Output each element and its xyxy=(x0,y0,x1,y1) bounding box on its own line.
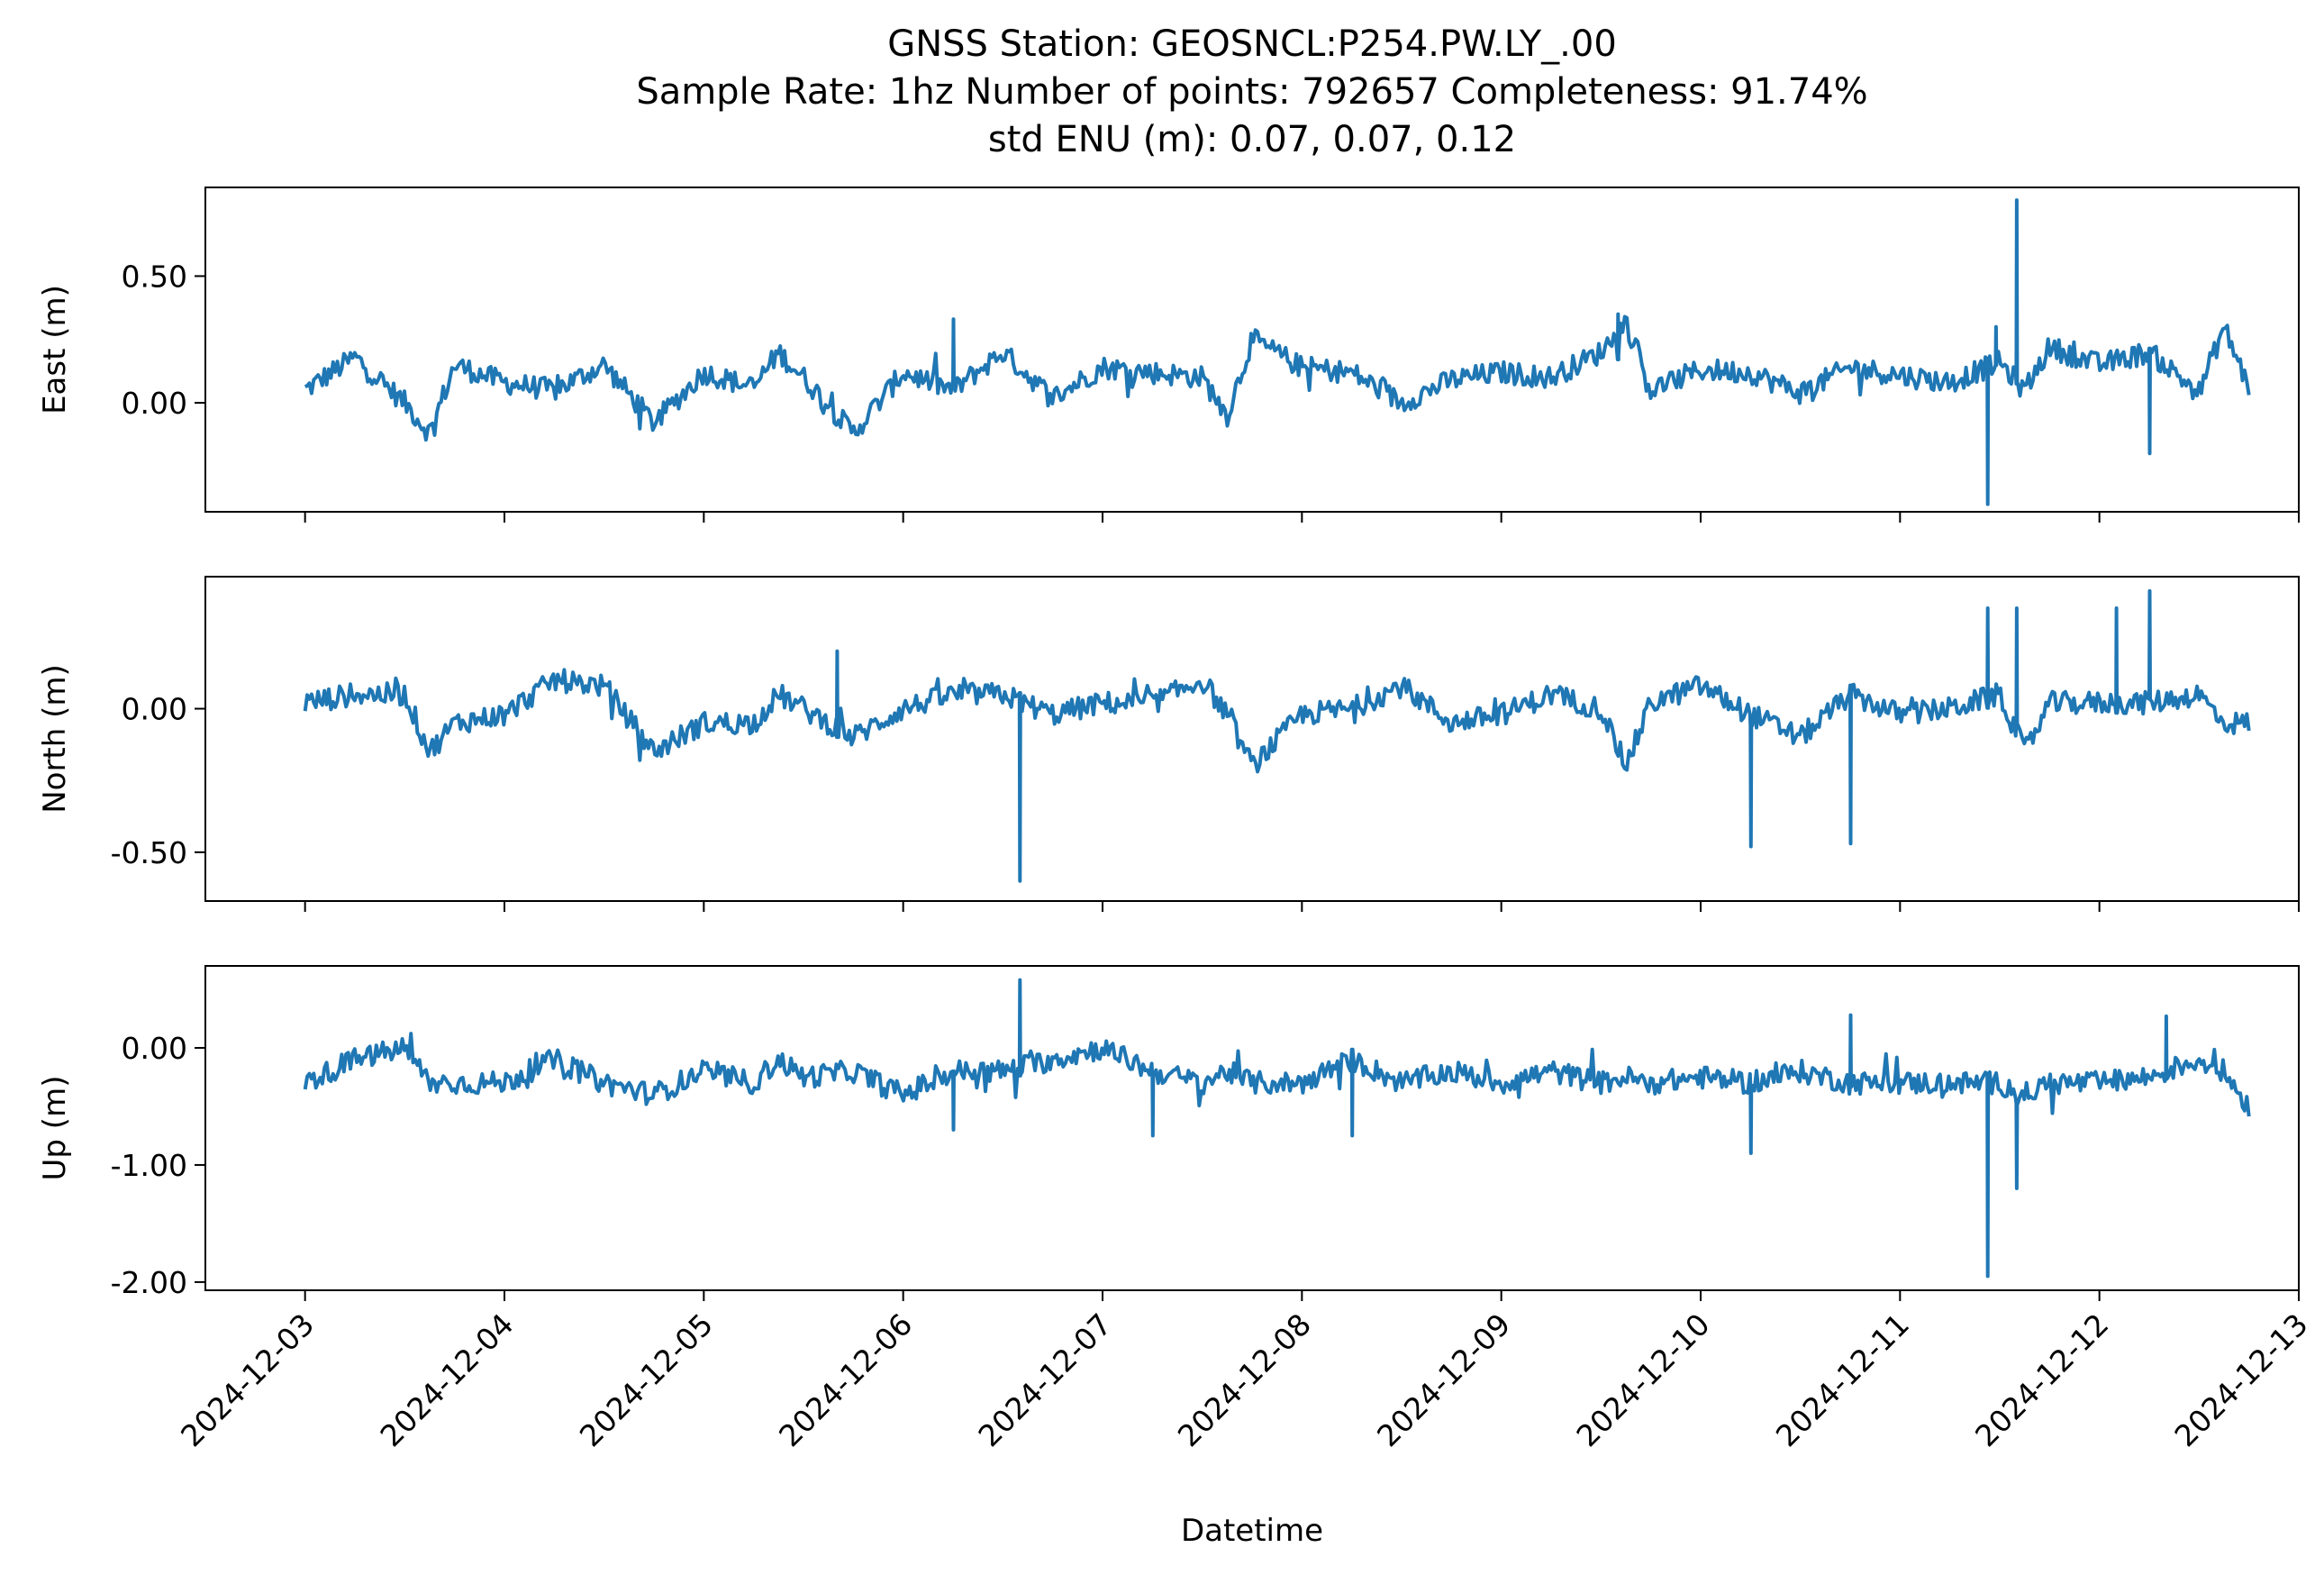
y-axis-label: East (m) xyxy=(37,285,73,414)
y-axis-label: Up (m) xyxy=(37,1076,73,1181)
y-tick-label: 0.50 xyxy=(122,259,187,294)
y-tick-label: -0.50 xyxy=(111,835,187,870)
x-axis-label: Datetime xyxy=(1181,1513,1323,1549)
chart-title-line-1: GNSS Station: GEOSNCL:P254.PW.LY_.00 xyxy=(887,23,1617,65)
y-tick-label: 0.00 xyxy=(122,386,187,421)
north-panel: 0.00 -0.50 North (m) xyxy=(37,576,2300,912)
axes-frame xyxy=(204,576,2300,902)
y-tick-label: 0.00 xyxy=(122,1031,187,1066)
y-tick-label: 0.00 xyxy=(122,692,187,727)
y-tick-label: -2.00 xyxy=(111,1265,187,1300)
chart-title-line-2: Sample Rate: 1hz Number of points: 79265… xyxy=(636,71,1867,113)
y-tick-label: -1.00 xyxy=(111,1148,187,1183)
east-panel: 0.50 0.00 East (m) xyxy=(37,187,2300,523)
axes-frame xyxy=(204,965,2300,1291)
series-line xyxy=(303,588,2251,883)
series-line xyxy=(304,198,2251,506)
axes-frame xyxy=(204,187,2300,513)
chart-title-line-3: std ENU (m): 0.07, 0.07, 0.12 xyxy=(988,119,1516,160)
up-panel: 0.00 -1.00 -2.00 Up (m) xyxy=(37,965,2300,1301)
series-line xyxy=(303,978,2251,1279)
y-axis-label: North (m) xyxy=(37,664,73,814)
